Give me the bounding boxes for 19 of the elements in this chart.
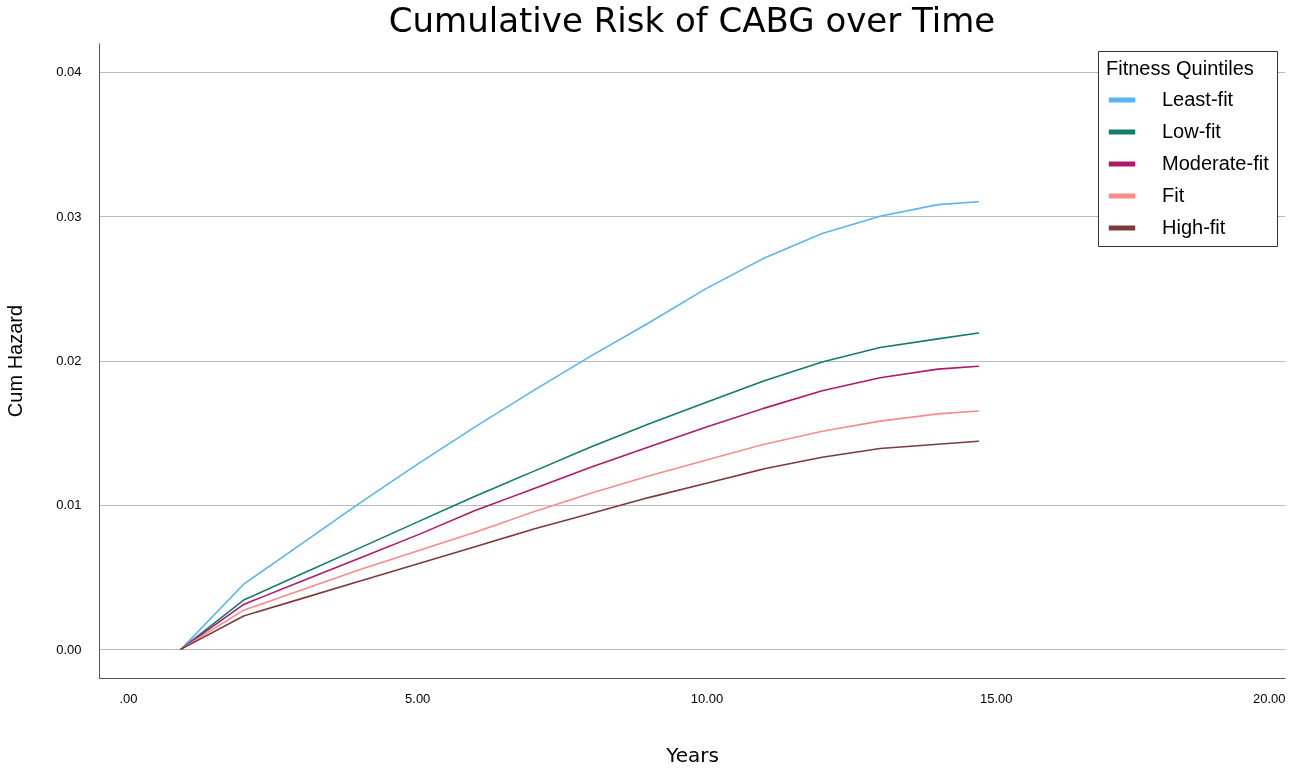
- legend-label: Fit: [1162, 184, 1185, 206]
- legend-label: Moderate-fit: [1162, 152, 1270, 174]
- legend-label: High-fit: [1162, 216, 1226, 238]
- x-axis-title: Years: [665, 742, 719, 767]
- y-axis-title: Cum Hazard: [4, 304, 27, 418]
- y-tick-label: 0.04: [56, 64, 82, 80]
- x-tick-label: .00: [119, 690, 138, 706]
- x-tick-label: 20.00: [1252, 690, 1286, 706]
- y-tick-label: 0.03: [56, 208, 82, 224]
- y-tick-label: 0.02: [56, 353, 82, 368]
- y-tick-label: 0.00: [56, 641, 82, 657]
- legend-title: Fitness Quintiles: [1106, 57, 1254, 79]
- x-tick-label: 5.00: [405, 690, 431, 706]
- legend-label: Least-fit: [1162, 88, 1234, 110]
- x-tick-label: 15.00: [979, 690, 1013, 706]
- chart-title: Cumulative Risk of CABG over Time: [388, 0, 996, 40]
- x-tick-label: 10.00: [690, 690, 724, 706]
- legend-label: Low-fit: [1162, 120, 1222, 142]
- y-tick-label: 0.01: [56, 497, 82, 513]
